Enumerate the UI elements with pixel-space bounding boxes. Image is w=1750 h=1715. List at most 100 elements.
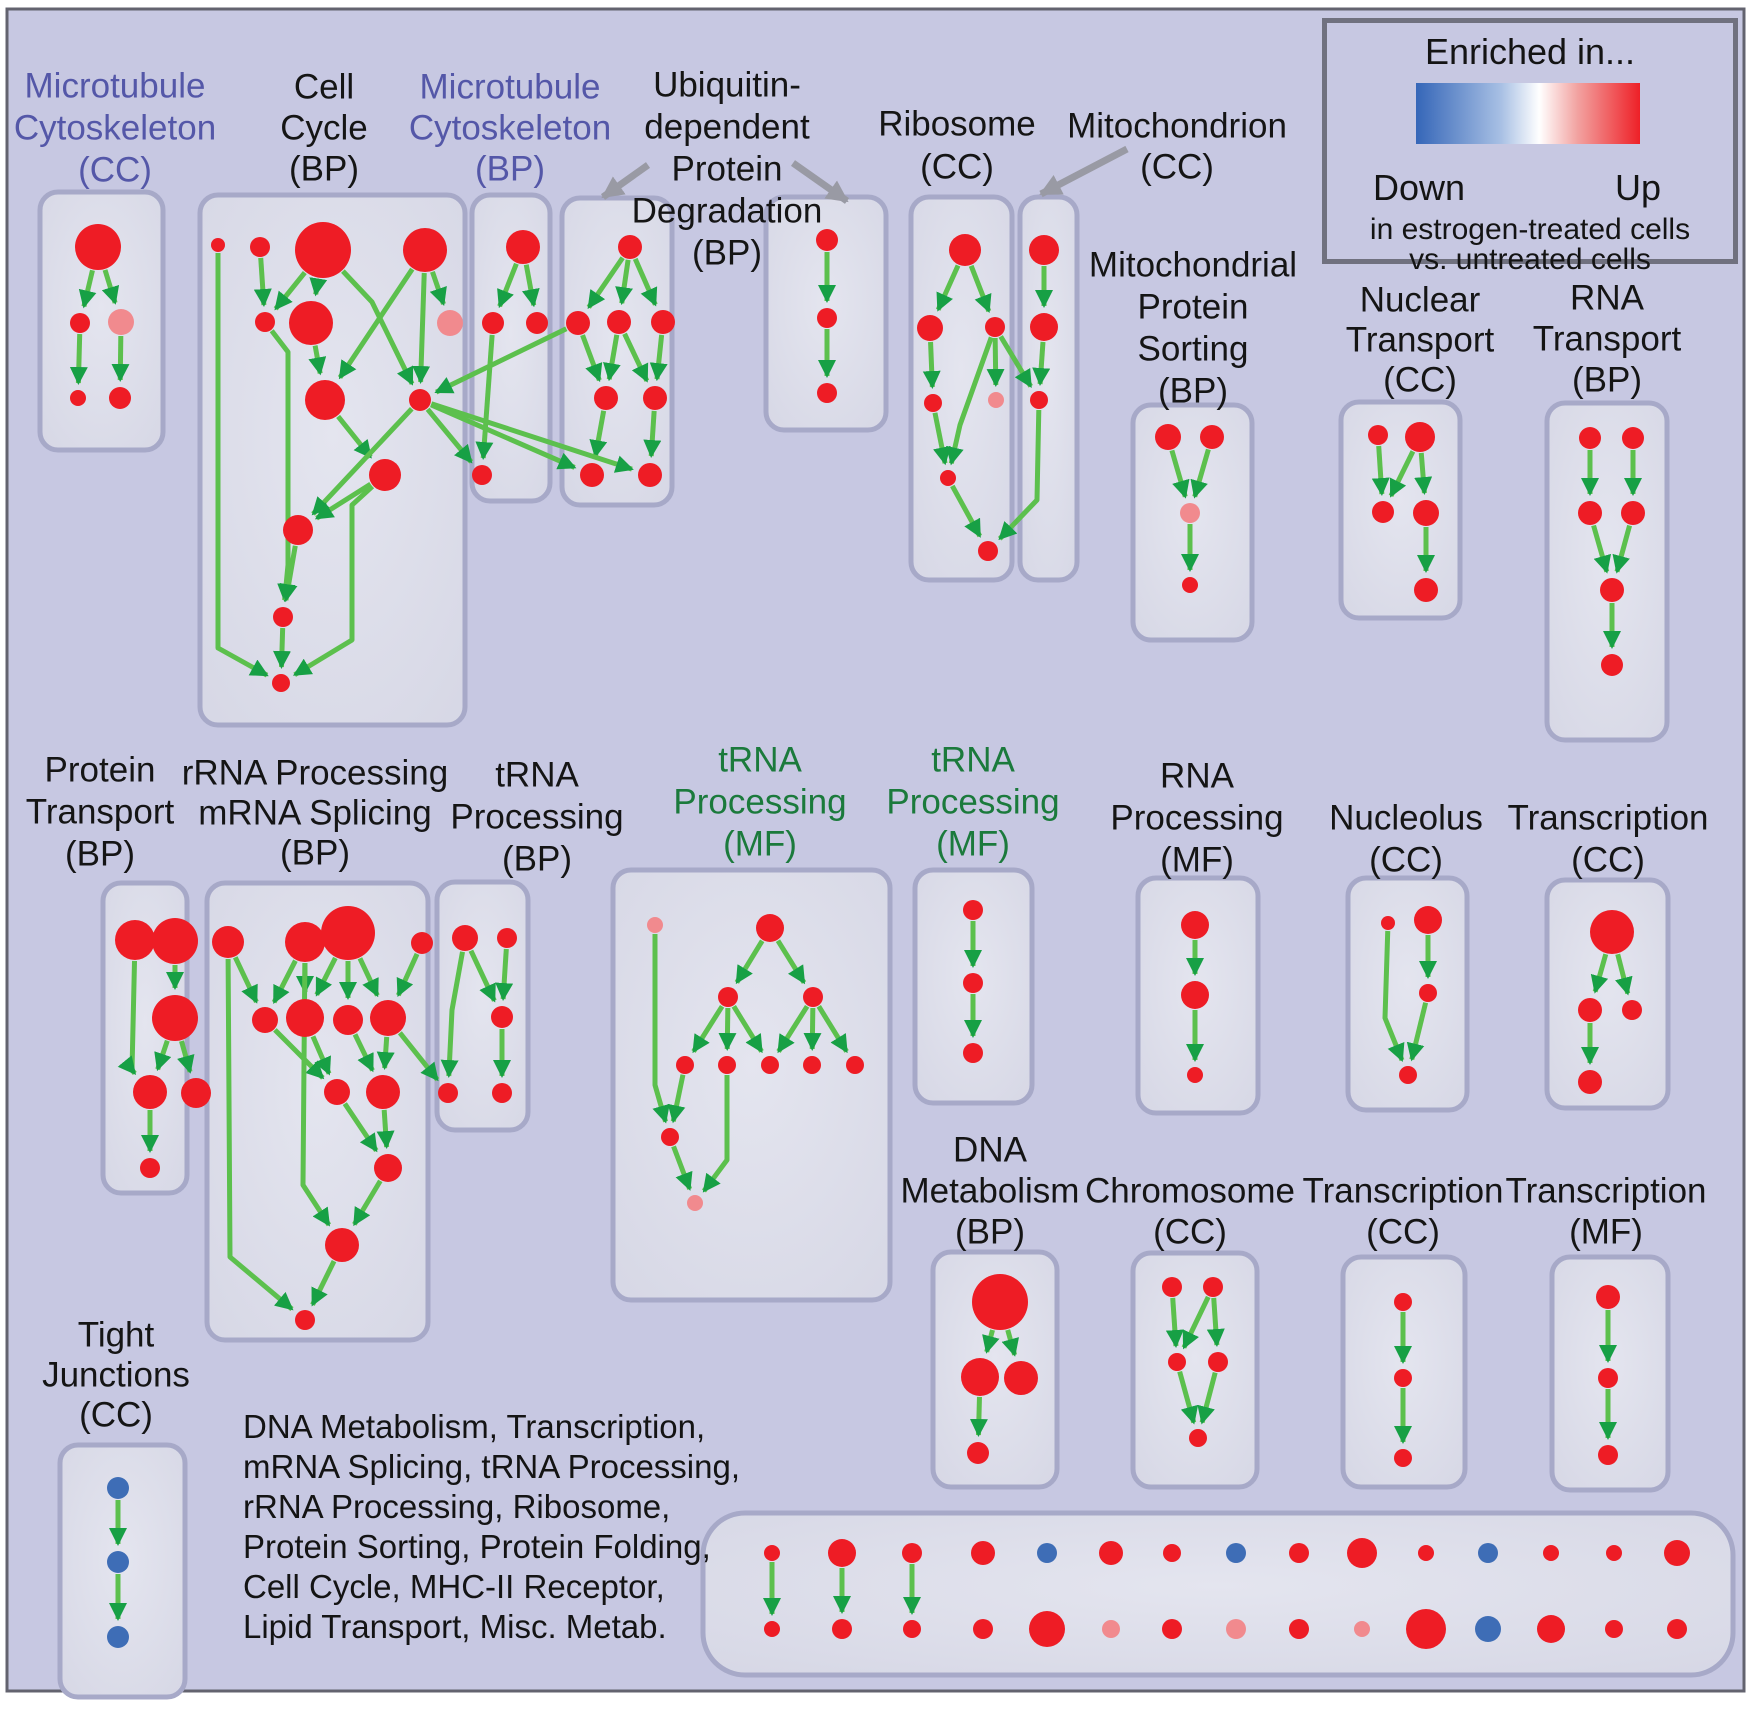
edge-ubiquitin-tree [615,259,633,306]
note-line: rRNA Processing, Ribosome, [243,1488,671,1525]
edge-trna-bp [468,949,497,1003]
node-transcription-cc-bot [1394,1369,1412,1387]
label-nuclear-transport-cc: (CC) [1383,361,1457,400]
node-cell-cycle [403,228,447,272]
node-misc-top [1543,1545,1559,1561]
node-misc-top [971,1541,995,1565]
cross-edge [430,402,577,470]
node-nuclear-transport-cc [1405,422,1435,452]
node-misc-bottom [973,1619,993,1639]
node-trna-mf-1 [661,1128,679,1146]
node-chromosome-cc [1162,1277,1182,1297]
label-nucleolus-cc: Nucleolus [1329,799,1483,838]
label-nucleolus-cc: (CC) [1369,841,1443,880]
node-trna-mf-1 [676,1056,694,1074]
edge-ribosome-cc [968,264,992,314]
node-cell-cycle [437,310,463,336]
box-chromosome-cc [1130,1250,1260,1490]
node-rna-transport-bp [1621,501,1645,525]
box-ribosome-cc [908,194,1015,583]
node-nuclear-transport-cc [1413,500,1439,526]
node-trna-mf-2 [963,973,983,993]
note-line: Lipid Transport, Misc. Metab. [243,1608,667,1645]
node-misc-top [764,1545,780,1561]
label-mitochondrion-cc: Mitochondrion [1067,107,1287,146]
node-rna-transport-bp [1578,501,1602,525]
node-misc-top [1037,1543,1057,1563]
node-ubiquitin-tree [643,386,667,410]
node-nucleolus-cc [1399,1066,1417,1084]
node-trna-mf-1 [718,987,738,1007]
node-misc-top [828,1539,856,1567]
node-dna-metabolism-bp [1004,1361,1038,1395]
edge-trna-mf-1 [775,939,807,985]
node-protein-transport-bp [133,1075,167,1109]
label-tight-junctions-cc: Junctions [42,1356,190,1395]
node-rrna-bp [370,1000,406,1036]
edge-microtubule-bp [475,334,495,461]
label-pointer-arrow [790,160,850,204]
label-microtubule-cc: Cytoskeleton [14,109,216,148]
note-line: Protein Sorting, Protein Folding, [243,1528,711,1565]
node-misc-bottom [1354,1621,1370,1637]
node-misc-top [1606,1545,1622,1561]
node-ubiquitin-strip [817,308,837,328]
edge-ubiquitin-tree [643,410,662,459]
node-microtubule-bp [506,230,540,264]
edge-nuclear-transport-cc [1414,452,1433,496]
edge-trna-bp [495,948,514,1002]
node-rrna-bp [286,999,324,1037]
label-mito-sorting-bp: Mitochondrial [1089,246,1297,285]
label-rrna-bp: (BP) [280,834,350,873]
node-misc-top [1289,1543,1309,1563]
node-protein-transport-bp [152,995,198,1041]
legend-title: Enriched in... [1424,31,1636,72]
edge-protein-transport-bp [154,1039,172,1072]
node-misc-top [1664,1540,1690,1566]
node-microtubule-bp [482,312,504,334]
label-rna-transport-bp: Transport [1533,320,1682,359]
box-misc-bottom [700,1510,1736,1678]
node-misc-bottom [1226,1619,1246,1639]
node-nuclear-transport-cc [1368,425,1388,445]
edge-dna-metabolism-bp [1001,1329,1020,1357]
edge-cell-cycle [292,484,375,677]
box-rrna-bp [204,880,431,1343]
label-trna-bp: (BP) [502,840,572,879]
node-nucleolus-cc [1414,906,1442,934]
edge-cell-cycle [269,329,296,603]
edge-rrna-bp [300,962,332,1227]
cross-edge [997,409,1042,541]
layer-boxes [37,189,1736,1700]
legend-box: Enriched in... Down Up in estrogen-treat… [1322,18,1738,276]
node-dna-metabolism-bp [961,1358,999,1396]
node-protein-transport-bp [115,920,155,960]
edge-cell-cycle [336,414,373,459]
label-transcription-cc-mid: (CC) [1571,841,1645,880]
node-misc-bottom [1029,1611,1065,1647]
label-cell-cycle: (BP) [289,150,359,189]
node-ribosome-cc [924,394,942,412]
label-microtubule-bp: (BP) [475,150,545,189]
label-microtubule-bp: Cytoskeleton [409,109,611,148]
edge-nuclear-transport-cc [1371,445,1390,497]
edge-mito-sorting-bp [1190,448,1211,499]
node-misc-top [1226,1543,1246,1563]
legend-subtitle-1: in estrogen-treated cells [1369,213,1691,246]
box-nuclear-transport-cc [1338,399,1463,621]
node-trna-mf-1 [647,917,663,933]
node-trna-bp [497,928,517,948]
legend-up-label: Up [1614,167,1662,208]
edge-cell-cycle [273,271,307,311]
node-trna-mf-1 [803,987,823,1007]
node-microtubule-bp [526,312,548,334]
edge-ubiquitin-tree [603,334,621,382]
edge-ubiquitin-tree [586,256,625,309]
label-rna-transport-bp: RNA [1570,279,1645,318]
node-ribosome-cc [940,470,956,486]
note-line: DNA Metabolism, Transcription, [243,1408,706,1445]
node-trna-mf-1 [846,1056,864,1074]
edge-ribosome-cc [932,412,951,466]
edge-rna-transport-bp [1591,524,1612,574]
label-ribosome-cc: Ribosome [878,105,1036,144]
